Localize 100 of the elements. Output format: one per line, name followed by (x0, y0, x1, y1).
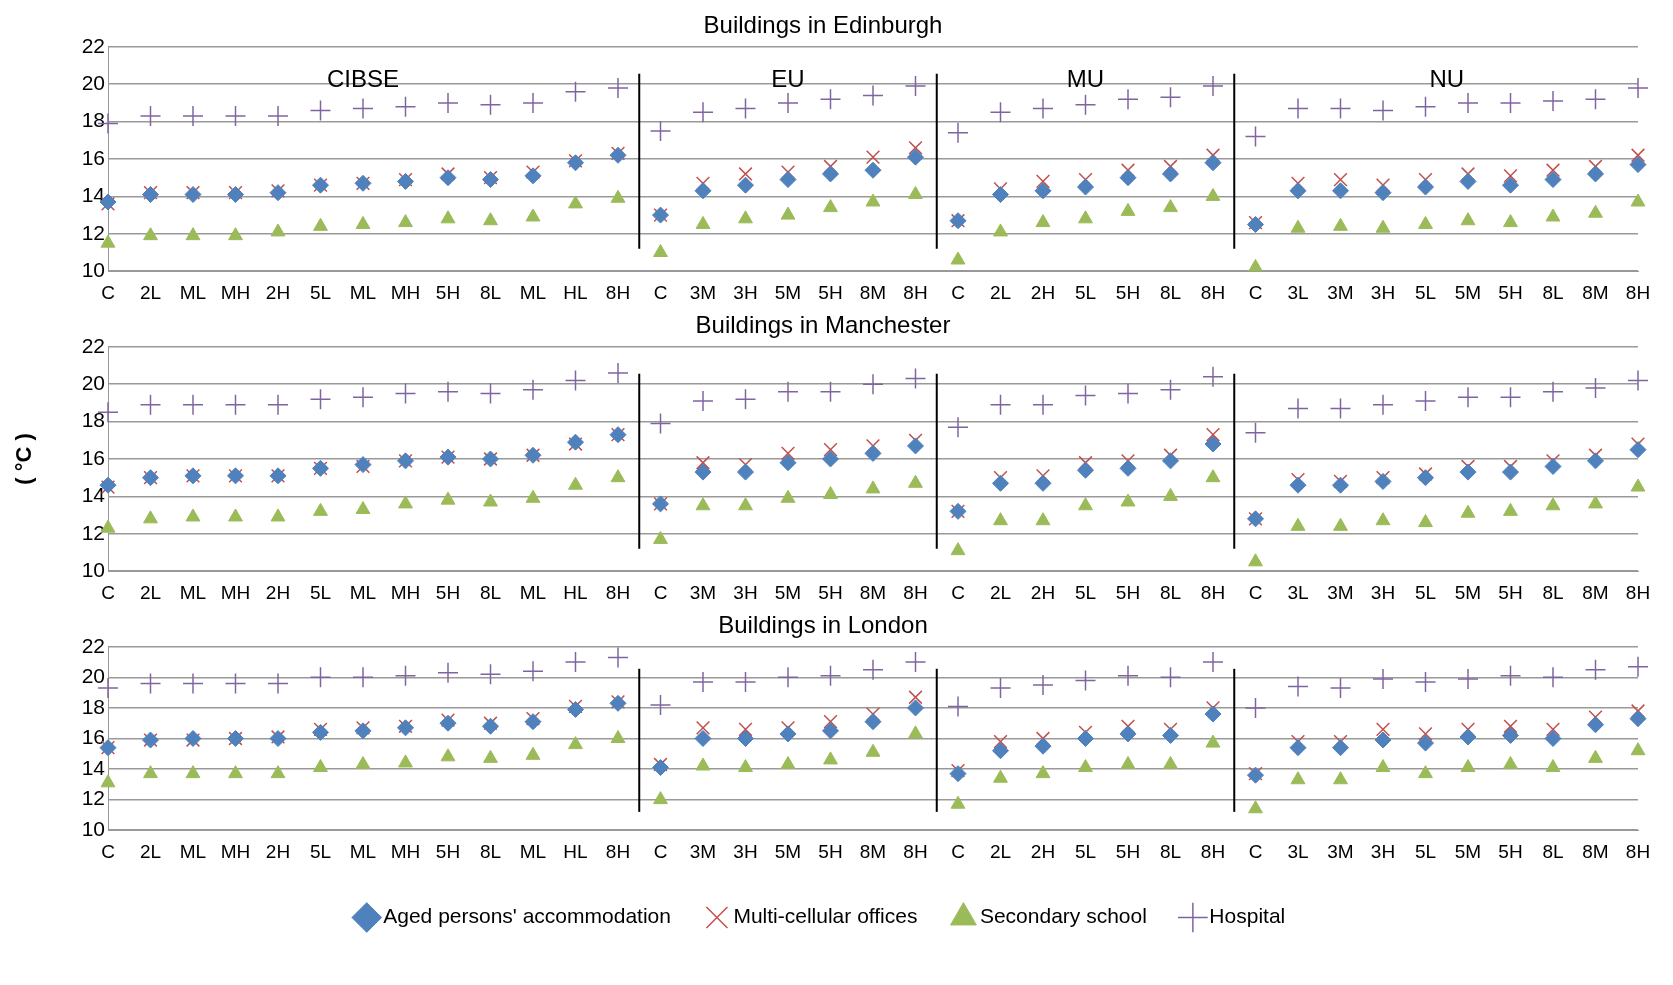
x-tick-label: 8M (1582, 840, 1609, 862)
x-tick-label: 8H (1200, 840, 1226, 862)
x-tick-label: 5L (1074, 281, 1097, 303)
y-tick-label: 12 (81, 520, 105, 544)
x-tick-label: 5L (1074, 581, 1097, 603)
x-tick-label: 5M (1454, 281, 1482, 303)
x-tick-label: 5H (818, 840, 843, 862)
x-tick-label: C (1248, 581, 1263, 603)
x-tick-label: 8H (605, 281, 631, 303)
x-tick-label: 5H (818, 581, 843, 603)
x-tick-label: 5M (1454, 581, 1482, 603)
x-tick-label: 5L (1074, 840, 1097, 862)
x-tick-label: ML (519, 840, 547, 862)
y-tick-label: 20 (81, 71, 105, 94)
x-tick-label: C (101, 840, 115, 862)
x-tick-label: 2L (989, 281, 1012, 303)
y-tick-label: 22 (81, 633, 105, 657)
x-tick-label: 2L (989, 581, 1012, 603)
x-tick-label: 3H (1370, 281, 1396, 303)
x-tick-label: 8L (1159, 581, 1182, 603)
annotation: NU (1429, 65, 1465, 93)
x-tick-label: C (653, 281, 668, 303)
x-tick-label: 5H (1498, 281, 1523, 303)
annotation: EU (771, 65, 805, 93)
legend-label: Multi-cellular offices (733, 904, 918, 928)
legend-label: Secondary school (979, 904, 1147, 928)
x-tick-label: 5L (309, 581, 332, 603)
x-tick-label: 5H (1498, 840, 1523, 862)
x-tick-label: 3M (1327, 840, 1354, 862)
y-tick-label: 16 (81, 725, 105, 749)
annotation: CIBSE (326, 65, 400, 93)
x-tick-label: C (101, 581, 115, 603)
x-tick-label: 2L (139, 840, 162, 862)
x-tick-label: 3H (733, 840, 758, 862)
x-tick-label: 8M (859, 581, 887, 603)
x-tick-label: 2H (265, 281, 291, 303)
x-tick-label: 2H (265, 840, 291, 862)
x-tick-label: 5H (435, 281, 461, 303)
x-tick-label: ML (349, 840, 377, 862)
y-tick-label: 16 (81, 445, 105, 469)
legend-label: Hospital (1209, 904, 1286, 928)
x-tick-label: 3M (1327, 581, 1354, 603)
x-tick-label: 8L (1542, 840, 1564, 862)
x-tick-label: 8H (903, 281, 928, 303)
x-tick-label: 8H (903, 840, 928, 862)
y-tick-label: 14 (81, 183, 106, 207)
x-tick-label: 8H (605, 581, 631, 603)
x-tick-label: MH (220, 581, 251, 603)
x-tick-label: C (951, 581, 965, 603)
y-tick-label: 18 (81, 108, 105, 132)
chart-title: Buildings in Edinburgh (703, 11, 943, 39)
x-tick-label: 5H (435, 840, 461, 862)
x-tick-label: 3H (733, 581, 758, 603)
y-tick-label: 14 (81, 483, 106, 507)
x-tick-label: 5H (1115, 581, 1141, 603)
x-tick-label: 5L (1414, 281, 1437, 303)
x-tick-label: 5M (774, 581, 802, 603)
x-tick-label: C (951, 281, 965, 303)
x-tick-label: 5H (1115, 840, 1141, 862)
x-tick-label: 8L (479, 281, 502, 303)
x-tick-label: 3M (1327, 281, 1354, 303)
x-tick-label: 3H (1370, 840, 1396, 862)
x-tick-label: C (951, 840, 965, 862)
x-tick-label: 2L (989, 840, 1012, 862)
y-axis-title: ( °C ) (11, 433, 37, 485)
x-tick-label: 5L (309, 281, 332, 303)
x-tick-label: 5M (774, 281, 802, 303)
x-tick-label: 8H (1625, 281, 1651, 303)
x-tick-label: 8L (479, 840, 502, 862)
x-tick-label: 5H (1498, 581, 1523, 603)
x-tick-label: 8L (1159, 840, 1182, 862)
y-tick-label: 12 (81, 786, 105, 810)
x-tick-label: 3L (1287, 581, 1309, 603)
x-tick-label: ML (179, 581, 207, 603)
x-tick-label: 3H (1370, 581, 1396, 603)
x-tick-label: C (653, 840, 668, 862)
x-tick-label: ML (519, 581, 547, 603)
x-tick-label: 8L (1542, 581, 1564, 603)
x-tick-label: 3M (689, 581, 717, 603)
x-tick-label: C (653, 581, 668, 603)
x-tick-label: 5M (1454, 840, 1482, 862)
x-tick-label: C (1248, 281, 1263, 303)
y-tick-label: 10 (81, 258, 105, 281)
x-tick-label: 5M (774, 840, 802, 862)
legend-label: Aged persons' accommodation (383, 904, 671, 928)
x-tick-label: ML (179, 840, 207, 862)
x-tick-label: 5H (1115, 281, 1141, 303)
x-tick-label: 5L (1414, 581, 1437, 603)
x-tick-label: MH (220, 281, 251, 303)
x-tick-label: MH (390, 281, 421, 303)
x-tick-label: MH (220, 840, 251, 862)
x-tick-label: 8L (1159, 281, 1182, 303)
y-tick-label: 14 (81, 755, 106, 779)
x-tick-label: 5H (818, 281, 843, 303)
y-tick-label: 18 (81, 694, 105, 718)
chart-title: Buildings in London (718, 611, 928, 639)
x-tick-label: ML (349, 581, 377, 603)
x-tick-label: 8L (479, 581, 502, 603)
annotation: MU (1066, 65, 1105, 93)
x-tick-label: 5L (1414, 840, 1437, 862)
